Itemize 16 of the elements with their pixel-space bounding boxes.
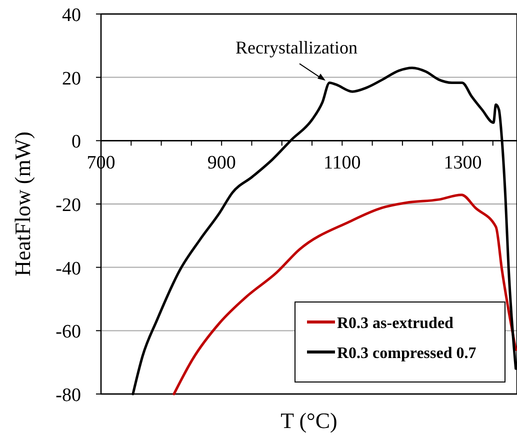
y-tick-label: -20 [56, 195, 81, 216]
x-tick-label: 1300 [444, 152, 482, 174]
x-tick-label: 1100 [324, 152, 361, 174]
y-tick-label: 40 [62, 5, 81, 26]
x-tick-label: 900 [207, 152, 236, 174]
legend-label: R0.3 compressed 0.7 [337, 345, 476, 362]
y-tick-label: 0 [72, 132, 81, 153]
y-axis-title: HeatFlow (mW) [10, 132, 35, 276]
y-tick-label: -80 [56, 385, 81, 406]
annotation: Recrystallization [236, 38, 358, 58]
line-series [172, 194, 517, 396]
legend-label: R0.3 as-extruded [337, 315, 454, 332]
y-tick-label: -40 [56, 258, 81, 280]
y-tick-label: -60 [56, 322, 81, 343]
x-axis-title: T (°C) [280, 408, 338, 433]
y-tick-label: 20 [62, 68, 81, 90]
